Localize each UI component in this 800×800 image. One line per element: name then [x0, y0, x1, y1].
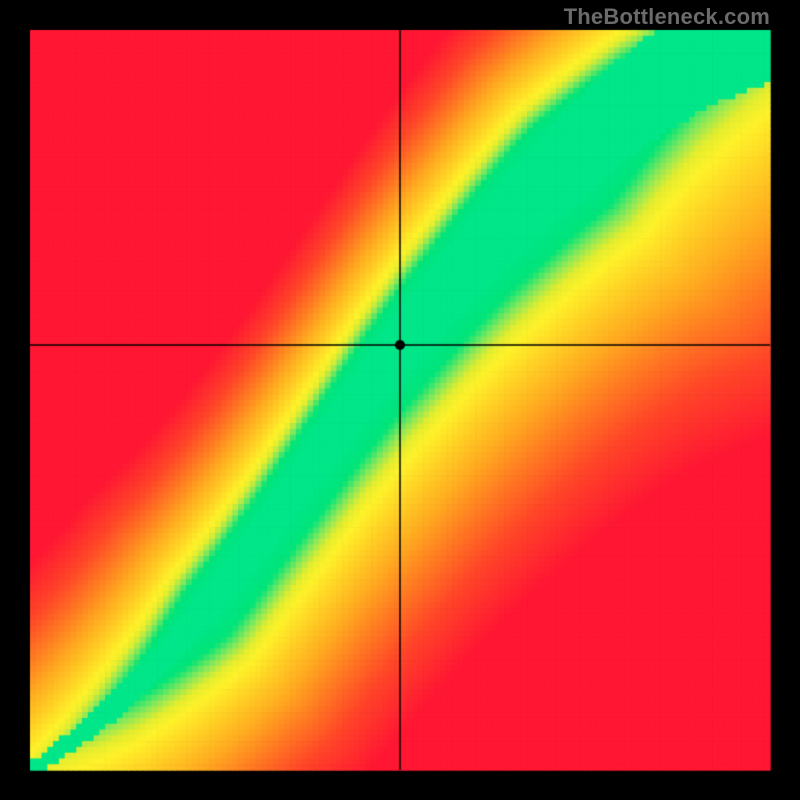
watermark-text: TheBottleneck.com [564, 4, 770, 30]
chart-container: TheBottleneck.com [0, 0, 800, 800]
bottleneck-heatmap-canvas [0, 0, 800, 800]
